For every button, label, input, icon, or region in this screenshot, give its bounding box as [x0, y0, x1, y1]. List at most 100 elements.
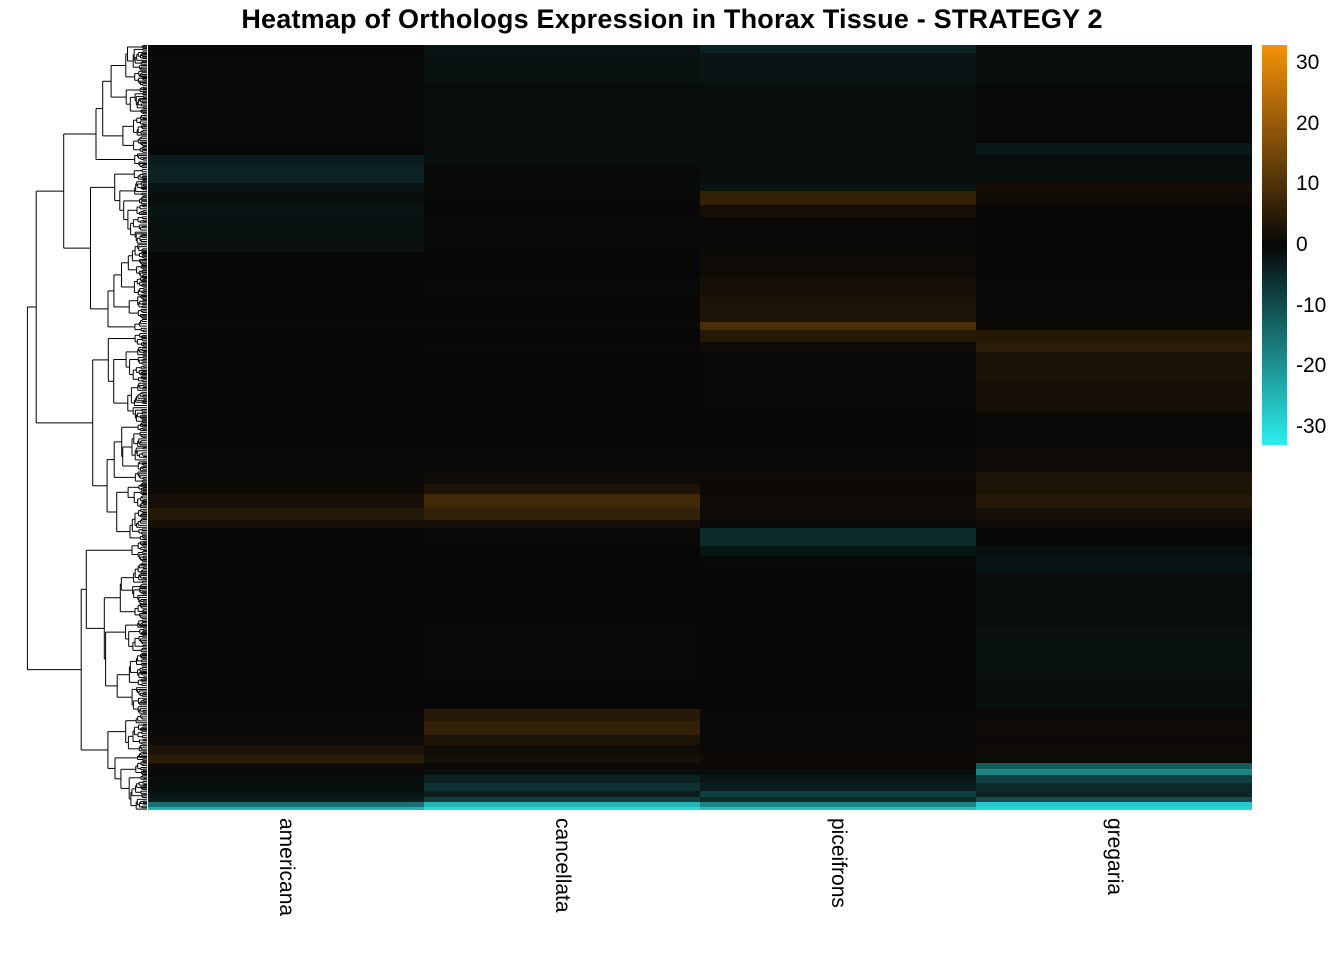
- heatmap-cell-cancellata: [424, 217, 700, 252]
- heatmap-cell-americana: [148, 45, 424, 53]
- heatmap-cell-americana: [148, 508, 424, 520]
- heatmap-cell-gregaria: [976, 322, 1252, 330]
- heatmap-cell-cancellata: [424, 352, 700, 382]
- heatmap-cell-gregaria: [976, 53, 1252, 83]
- heatmap-row-band: [148, 165, 1252, 183]
- heatmap-cell-gregaria: [976, 484, 1252, 494]
- heatmap-cell-americana: [148, 745, 424, 755]
- heatmap-cell-piceifrons: [700, 797, 976, 802]
- heatmap-cell-americana: [148, 484, 424, 494]
- heatmap-cell-piceifrons: [700, 721, 976, 735]
- heatmap-cell-americana: [148, 528, 424, 546]
- heatmap-cell-gregaria: [976, 382, 1252, 412]
- heatmap-cell-americana: [148, 165, 424, 183]
- heatmap-cell-piceifrons: [700, 322, 976, 330]
- heatmap-cell-americana: [148, 277, 424, 297]
- heatmap-cell-cancellata: [424, 155, 700, 165]
- heatmap-cell-americana: [148, 494, 424, 508]
- heatmap-cell-americana: [148, 769, 424, 775]
- heatmap-cell-americana: [148, 330, 424, 342]
- heatmap-cell-piceifrons: [700, 528, 976, 546]
- legend-tick-label: 0: [1296, 233, 1308, 256]
- heatmap-cell-gregaria: [976, 83, 1252, 143]
- heatmap-row-band: [148, 626, 1252, 681]
- heatmap-cell-cancellata: [424, 783, 700, 791]
- heatmap-cell-americana: [148, 472, 424, 484]
- heatmap-cell-gregaria: [976, 155, 1252, 165]
- heatmap-row-band: [148, 53, 1252, 83]
- heatmap-cell-gregaria: [976, 277, 1252, 297]
- heatmap-row-band: [148, 330, 1252, 342]
- heatmap-cell-americana: [148, 252, 424, 277]
- heatmap-cell-piceifrons: [700, 769, 976, 775]
- heatmap-row-band: [148, 352, 1252, 382]
- heatmap-cell-americana: [148, 382, 424, 412]
- column-label-americana: americana: [275, 818, 298, 917]
- heatmap-cell-americana: [148, 352, 424, 382]
- heatmap-cell-cancellata: [424, 45, 700, 53]
- heatmap-cell-americana: [148, 681, 424, 709]
- heatmap-cell-gregaria: [976, 342, 1252, 352]
- heatmap-cell-piceifrons: [700, 556, 976, 571]
- heatmap-cell-gregaria: [976, 791, 1252, 797]
- heatmap-cell-gregaria: [976, 735, 1252, 745]
- heatmap-cell-piceifrons: [700, 183, 976, 191]
- heatmap-cell-piceifrons: [700, 447, 976, 472]
- heatmap-cell-piceifrons: [700, 45, 976, 53]
- heatmap-cell-cancellata: [424, 165, 700, 183]
- heatmap-row-band: [148, 252, 1252, 277]
- heatmap-cell-gregaria: [976, 143, 1252, 155]
- heatmap-row-band: [148, 382, 1252, 412]
- legend-tick-label: -10: [1296, 293, 1327, 317]
- heatmap-row-band: [148, 571, 1252, 626]
- heatmap-cell-cancellata: [424, 412, 700, 447]
- heatmap-row-band: [148, 297, 1252, 322]
- heatmap-cell-americana: [148, 802, 424, 807]
- heatmap-cell-cancellata: [424, 556, 700, 571]
- heatmap-cell-piceifrons: [700, 472, 976, 484]
- heatmap-row-band: [148, 721, 1252, 735]
- heatmap-cell-americana: [148, 183, 424, 191]
- heatmap-cell-americana: [148, 807, 424, 810]
- heatmap-row-band: [148, 681, 1252, 709]
- heatmap-cell-gregaria: [976, 183, 1252, 191]
- heatmap-cell-piceifrons: [700, 571, 976, 626]
- heatmap-cell-gregaria: [976, 775, 1252, 783]
- heatmap-cell-piceifrons: [700, 297, 976, 322]
- heatmap-cell-piceifrons: [700, 252, 976, 277]
- heatmap-row-band: [148, 508, 1252, 520]
- heatmap-cell-cancellata: [424, 484, 700, 494]
- legend-tick-label: 30: [1296, 51, 1320, 75]
- heatmap-cell-cancellata: [424, 297, 700, 322]
- heatmap-cell-gregaria: [976, 797, 1252, 802]
- heatmap-row-band: [148, 205, 1252, 217]
- heatmap-cell-americana: [148, 520, 424, 528]
- heatmap-cell-piceifrons: [700, 735, 976, 745]
- heatmap-row-band: [148, 143, 1252, 155]
- heatmap-cell-americana: [148, 83, 424, 143]
- heatmap-cell-piceifrons: [700, 412, 976, 447]
- legend-tick-label: 20: [1296, 111, 1320, 135]
- heatmap-cell-gregaria: [976, 165, 1252, 183]
- heatmap-cell-cancellata: [424, 528, 700, 546]
- heatmap-cell-piceifrons: [700, 382, 976, 412]
- heatmap-cell-piceifrons: [700, 626, 976, 681]
- heatmap-cell-gregaria: [976, 783, 1252, 791]
- heatmap-row-band: [148, 546, 1252, 556]
- heatmap-cell-piceifrons: [700, 352, 976, 382]
- heatmap-cell-gregaria: [976, 802, 1252, 807]
- heatmap-cell-piceifrons: [700, 330, 976, 342]
- heatmap-cell-americana: [148, 191, 424, 205]
- heatmap-row-band: [148, 797, 1252, 802]
- heatmap-cell-cancellata: [424, 775, 700, 783]
- heatmap-cell-cancellata: [424, 330, 700, 342]
- heatmap-cell-americana: [148, 412, 424, 447]
- heatmap-cell-piceifrons: [700, 508, 976, 520]
- heatmap-cell-piceifrons: [700, 53, 976, 83]
- heatmap-cell-americana: [148, 735, 424, 745]
- heatmap-row-band: [148, 769, 1252, 775]
- heatmap-row-band: [148, 472, 1252, 484]
- heatmap-cell-cancellata: [424, 807, 700, 810]
- heatmap-cell-piceifrons: [700, 484, 976, 494]
- heatmap-cell-piceifrons: [700, 802, 976, 807]
